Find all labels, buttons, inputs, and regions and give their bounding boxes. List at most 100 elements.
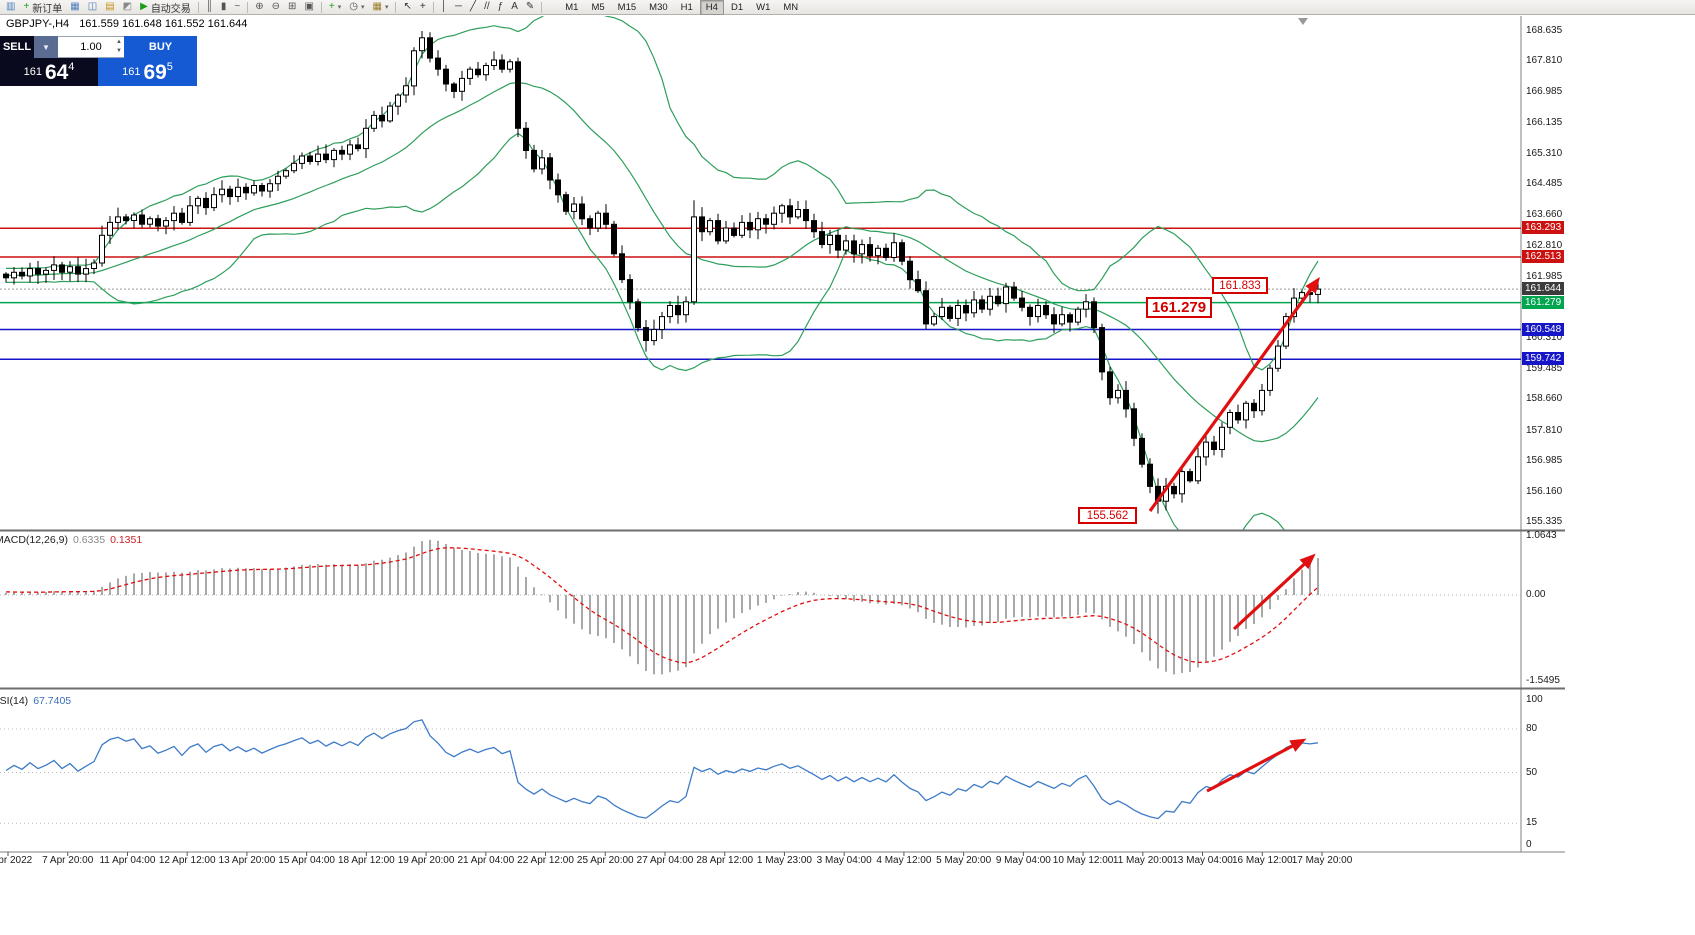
indicators-button[interactable]: + ▾ xyxy=(325,0,345,14)
buy-button[interactable]: BUY xyxy=(124,36,197,58)
tile-windows-button[interactable]: ⊞ xyxy=(284,0,300,14)
toolbar-separator xyxy=(432,1,434,13)
candle xyxy=(395,94,401,107)
timeframe-h1[interactable]: H1 xyxy=(680,1,693,13)
candle xyxy=(1171,485,1177,495)
timeframe-h4[interactable]: H4 xyxy=(699,0,724,15)
market-watch-button[interactable]: ▦ xyxy=(66,0,83,14)
sell-price-display[interactable]: 161 64 4 xyxy=(0,58,98,86)
timeframe-m5[interactable]: M5 xyxy=(591,1,605,13)
candle xyxy=(475,68,481,76)
timeframe-m1[interactable]: M1 xyxy=(565,1,579,13)
periods-icon: ◷ xyxy=(349,1,358,12)
text-button[interactable]: A xyxy=(507,0,522,14)
data-window-button[interactable]: ◫ xyxy=(84,0,101,14)
candle xyxy=(883,247,889,259)
macd-indicator xyxy=(0,539,1521,675)
candle xyxy=(179,212,185,223)
timeframe-m15[interactable]: M15 xyxy=(617,1,637,13)
candle xyxy=(1203,441,1209,458)
symbol-period-label: GBPJPY-,H4 xyxy=(6,18,70,30)
buy-price-display[interactable]: 161 69 5 xyxy=(98,58,197,86)
candle xyxy=(235,186,241,198)
volume-input[interactable]: 1.00 ▲ ▼ xyxy=(58,36,124,58)
zoom-out-button[interactable]: ⊖ xyxy=(268,0,284,14)
candle xyxy=(299,155,305,164)
trend-arrow[interactable] xyxy=(1206,738,1307,793)
candle xyxy=(659,316,665,331)
autotrading-button[interactable]: ▶ 自动交易 xyxy=(136,0,195,15)
candle xyxy=(771,212,777,225)
candle xyxy=(1035,305,1041,318)
candle xyxy=(563,194,569,212)
periods-button[interactable]: ◷ ▾ xyxy=(345,0,368,14)
zoom-in-icon: ⊕ xyxy=(255,1,264,12)
candle xyxy=(995,295,1001,305)
candle xyxy=(307,155,313,162)
candle xyxy=(1131,408,1137,439)
candle xyxy=(1139,437,1145,465)
timeframe-buttons: M1 M5 M15 M30 H1 H4 D1 W1 MN xyxy=(559,0,804,15)
candle xyxy=(35,268,41,275)
timeframe-mn[interactable]: MN xyxy=(783,1,799,13)
cascade-windows-button[interactable]: ▣ xyxy=(300,0,317,14)
chevron-down-icon: ▾ xyxy=(337,4,342,11)
channel-icon: // xyxy=(484,1,490,12)
candle xyxy=(459,77,465,92)
bar-chart-button[interactable]: ║ xyxy=(202,0,217,14)
candle xyxy=(1043,305,1049,316)
candle xyxy=(507,61,513,70)
buy-price-sup: 5 xyxy=(166,61,173,73)
stepper-up-icon[interactable]: ▲ xyxy=(116,39,122,45)
chart-shift-marker[interactable] xyxy=(1298,18,1308,25)
trendline-button[interactable]: ╱ xyxy=(466,0,480,14)
new-order-icon: + xyxy=(23,1,30,12)
stepper-down-icon[interactable]: ▼ xyxy=(116,48,122,54)
zoom-in-button[interactable]: ⊕ xyxy=(251,0,267,14)
horizontal-line-button[interactable]: ─ xyxy=(451,0,466,14)
trend-arrow[interactable] xyxy=(1148,276,1320,512)
candle xyxy=(1027,306,1033,317)
candle xyxy=(1267,367,1273,391)
cursor-button[interactable]: ↖ xyxy=(399,0,415,14)
sell-button[interactable]: SELL xyxy=(0,36,34,58)
new-order-button[interactable]: + 新订单 xyxy=(19,0,66,15)
sell-price-big: 64 xyxy=(44,60,69,84)
line-chart-button[interactable]: ~ xyxy=(230,0,244,14)
candle xyxy=(1227,412,1233,428)
candle xyxy=(315,153,321,163)
candle xyxy=(723,227,729,242)
timeframe-w1[interactable]: W1 xyxy=(756,1,771,13)
new-chart-button[interactable]: ▥ xyxy=(2,0,19,14)
candle xyxy=(747,221,753,231)
order-type-dropdown[interactable]: ▼ xyxy=(34,36,58,58)
timeframe-d1[interactable]: D1 xyxy=(730,1,744,13)
crosshair-button[interactable]: + xyxy=(416,0,430,14)
templates-button[interactable]: ▦ ▾ xyxy=(369,0,393,14)
candle xyxy=(1083,301,1089,310)
candle xyxy=(587,218,593,229)
toolbar-separator xyxy=(541,1,543,13)
fibonacci-button[interactable]: ƒ xyxy=(494,0,508,14)
channel-button[interactable]: // xyxy=(480,0,494,14)
candlestick-chart-button[interactable]: ▮ xyxy=(217,0,231,14)
candle xyxy=(619,253,625,281)
candle xyxy=(1235,412,1241,421)
timeframe-m30[interactable]: M30 xyxy=(649,1,668,13)
candle xyxy=(859,244,865,255)
navigator-button[interactable]: ▤ xyxy=(101,0,118,14)
candle xyxy=(1195,456,1201,482)
volume-stepper[interactable]: ▲ ▼ xyxy=(116,38,122,56)
arrows-button[interactable]: ✎ xyxy=(522,0,538,14)
terminal-button[interactable]: ◩ xyxy=(119,0,136,14)
candlestick-series xyxy=(3,31,1321,514)
buy-price-prefix: 161 xyxy=(122,66,141,78)
trend-arrow[interactable] xyxy=(1232,553,1316,631)
candle xyxy=(699,216,705,233)
candle xyxy=(67,266,73,273)
candle xyxy=(643,327,649,342)
vertical-line-button[interactable]: │ xyxy=(437,0,451,14)
time-axis-ticks xyxy=(7,852,1323,856)
candle xyxy=(147,218,153,225)
